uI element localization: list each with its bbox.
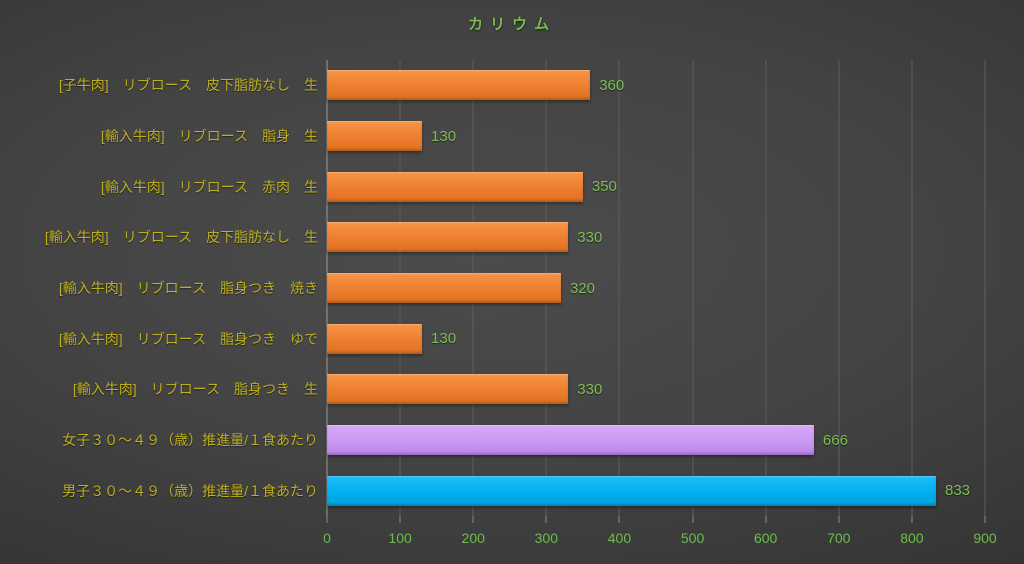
bar-track: 350: [327, 161, 985, 212]
x-axis-tick-label: 100: [388, 530, 412, 546]
bar-track: 330: [327, 364, 985, 415]
x-axis-tick-label: 500: [680, 530, 705, 546]
axis-tickmark: [618, 516, 620, 523]
value-label: 360: [599, 76, 625, 94]
value-label: 666: [822, 431, 848, 449]
bar-track: 833: [327, 465, 985, 516]
category-label: [輸入牛肉] リブロース 皮下脂肪なし 生: [44, 229, 318, 246]
bar-rows: [子牛肉] リブロース 皮下脂肪なし 生 360 [輸入牛肉] リブロース 脂身 生…: [0, 60, 985, 516]
axis-tickmark: [765, 516, 767, 523]
category-label: [輸入牛肉] リブロース 脂身 生: [100, 128, 318, 144]
category-label: [子牛肉] リブロース 皮下脂肪なし 生: [58, 77, 318, 94]
x-axis-tick-label: 300: [534, 530, 559, 546]
bar-track: 320: [327, 263, 985, 314]
bar-row: [輸入牛肉] リブロース 脂身つき 焼き 320: [0, 263, 985, 314]
data-bar[interactable]: [327, 70, 591, 101]
category-label: 男子３０～４９（歳）推進量/１食あたり: [62, 482, 318, 499]
data-bar[interactable]: [327, 121, 423, 151]
bar-row: [輸入牛肉] リブロース 皮下脂肪なし 生 330: [0, 212, 985, 263]
x-axis-tick-label: 800: [900, 530, 924, 546]
gridline: [618, 60, 620, 516]
value-label: 130: [431, 330, 457, 348]
gridline: [692, 60, 694, 516]
bar-row: [輸入牛肉] リブロース 脂身つき 生 330: [0, 364, 985, 415]
chart-title: カリウム: [467, 16, 556, 33]
value-label: 330: [577, 228, 603, 246]
x-axis-tick-label: 600: [753, 530, 778, 546]
bar-track: 666: [327, 415, 985, 466]
bar-row: [子牛肉] リブロース 皮下脂肪なし 生 360: [0, 60, 985, 111]
gridline: [838, 60, 840, 516]
bar-row: 男子３０～４９（歳）推進量/１食あたり 833: [0, 465, 985, 516]
data-bar[interactable]: [327, 323, 423, 354]
category-label: [輸入牛肉] リブロース 赤肉 生: [100, 178, 318, 195]
axis-tickmark: [472, 516, 474, 523]
value-label: 330: [577, 380, 603, 398]
x-axis-tick-label: 900: [973, 530, 997, 546]
value-label: 350: [591, 178, 617, 196]
category-label: [輸入牛肉] リブロース 脂身つき 生: [72, 381, 318, 398]
category-label: [輸入牛肉] リブロース 脂身つき ゆで: [58, 330, 318, 347]
value-label: 833: [945, 482, 971, 500]
data-bar[interactable]: [327, 222, 569, 253]
bar-row: [輸入牛肉] リブロース 脂身 生 130: [0, 111, 985, 162]
category-label: [輸入牛肉] リブロース 脂身つき 焼き: [58, 280, 318, 297]
axis-tickmark: [838, 516, 840, 523]
x-axis-tick-label: 200: [461, 530, 485, 546]
gridline: [911, 60, 913, 516]
x-axis-tick-label: 0: [323, 530, 331, 546]
bar-track: 130: [327, 111, 985, 162]
data-bar[interactable]: [327, 273, 561, 304]
axis-tickmark: [399, 516, 401, 523]
x-axis-tick-label: 400: [607, 530, 632, 546]
data-bar[interactable]: [327, 374, 569, 405]
axis-tickmark: [692, 516, 694, 523]
bar-row: [輸入牛肉] リブロース 赤肉 生 350: [0, 161, 985, 212]
bar-row: 女子３０～４９（歳）推進量/１食あたり 666: [0, 415, 985, 466]
bar-track: 330: [327, 212, 985, 263]
value-label: 130: [431, 127, 457, 145]
bar-track: 130: [327, 313, 985, 364]
axis-tickmark: [545, 516, 547, 523]
gridline: [765, 60, 767, 516]
axis-tickmark: [911, 516, 913, 523]
bar-row: [輸入牛肉] リブロース 脂身つき ゆで 130: [0, 313, 985, 364]
value-label: 320: [569, 279, 595, 297]
data-bar[interactable]: [327, 171, 583, 202]
data-bar[interactable]: [327, 425, 814, 456]
gridline: [984, 60, 986, 516]
x-axis-tick-label: 700: [827, 530, 851, 546]
category-label: 女子３０～４９（歳）推進量/１食あたり: [62, 432, 318, 449]
axis-tickmark: [984, 516, 986, 523]
bar-track: 360: [327, 60, 985, 111]
axis-tickmark: [326, 516, 328, 523]
data-bar[interactable]: [327, 475, 936, 506]
